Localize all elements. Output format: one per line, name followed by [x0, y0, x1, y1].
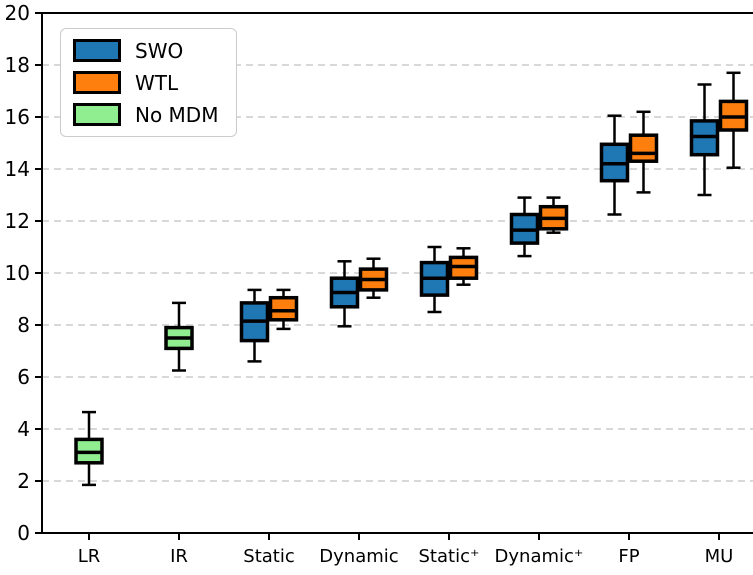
y-tick-label-8: 8 [17, 313, 30, 337]
x-tick-label-static: Static⁺ [419, 546, 480, 567]
x-tick-label-mu: MU [705, 546, 734, 567]
legend-item-wtl: WTL [73, 71, 218, 94]
legend-label-no-mdm: No MDM [135, 102, 219, 127]
y-tick-label-16: 16 [5, 105, 30, 129]
legend-item-no-mdm: No MDM [73, 103, 218, 126]
y-tick-label-10: 10 [5, 261, 30, 285]
x-tick-label-dynamic: Dynamic [319, 546, 398, 567]
x-tick-label-fp: FP [618, 546, 639, 567]
x-tick-label-lr: LR [78, 546, 101, 567]
y-tick-label-20: 20 [5, 1, 30, 25]
legend-label-wtl: WTL [135, 70, 179, 95]
y-tick-label-14: 14 [5, 157, 30, 181]
legend-swatch-no-mdm [73, 103, 121, 126]
legend-label-swo: SWO [135, 38, 184, 63]
y-tick-label-18: 18 [5, 53, 30, 77]
y-tick-label-0: 0 [17, 521, 30, 545]
legend-swatch-wtl [73, 71, 121, 94]
y-tick-label-2: 2 [17, 469, 30, 493]
y-tick-label-12: 12 [5, 209, 30, 233]
x-tick-label-dynamic: Dynamic⁺ [495, 546, 584, 567]
box-fp-wtl [628, 133, 659, 163]
box-static-wtl [268, 295, 299, 322]
x-tick-label-static: Static [243, 546, 294, 567]
y-tick-label-6: 6 [17, 365, 30, 389]
y-tick-label-4: 4 [17, 417, 30, 441]
x-tick-label-ir: IR [170, 546, 188, 567]
legend: SWO WTL No MDM [60, 28, 238, 137]
legend-item-swo: SWO [73, 39, 218, 62]
legend-swatch-swo [73, 39, 121, 62]
